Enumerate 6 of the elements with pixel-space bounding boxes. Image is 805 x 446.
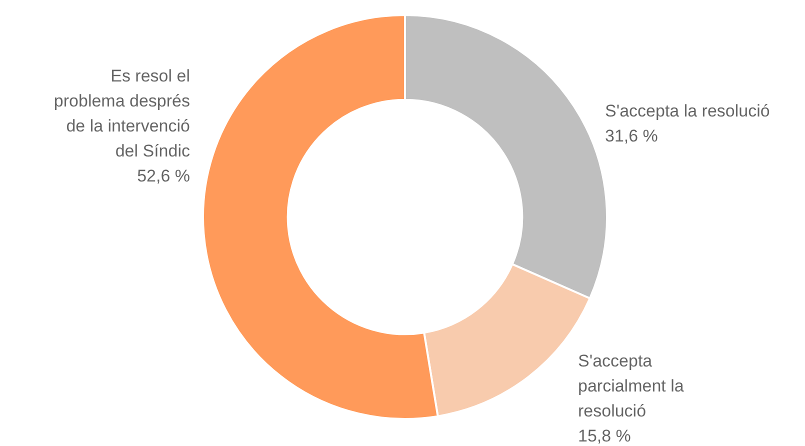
data-label: 15,8 % [578,426,631,446]
slice-label: Es resol el problema després de la intervenció del Síndic [54,66,190,161]
data-label: 52,6 % [137,166,190,186]
slice-label: S'accepta la resolució [605,102,770,121]
slice-label: S'accepta parcialment la resolució [578,352,684,421]
data-label: 31,6 % [605,126,658,146]
